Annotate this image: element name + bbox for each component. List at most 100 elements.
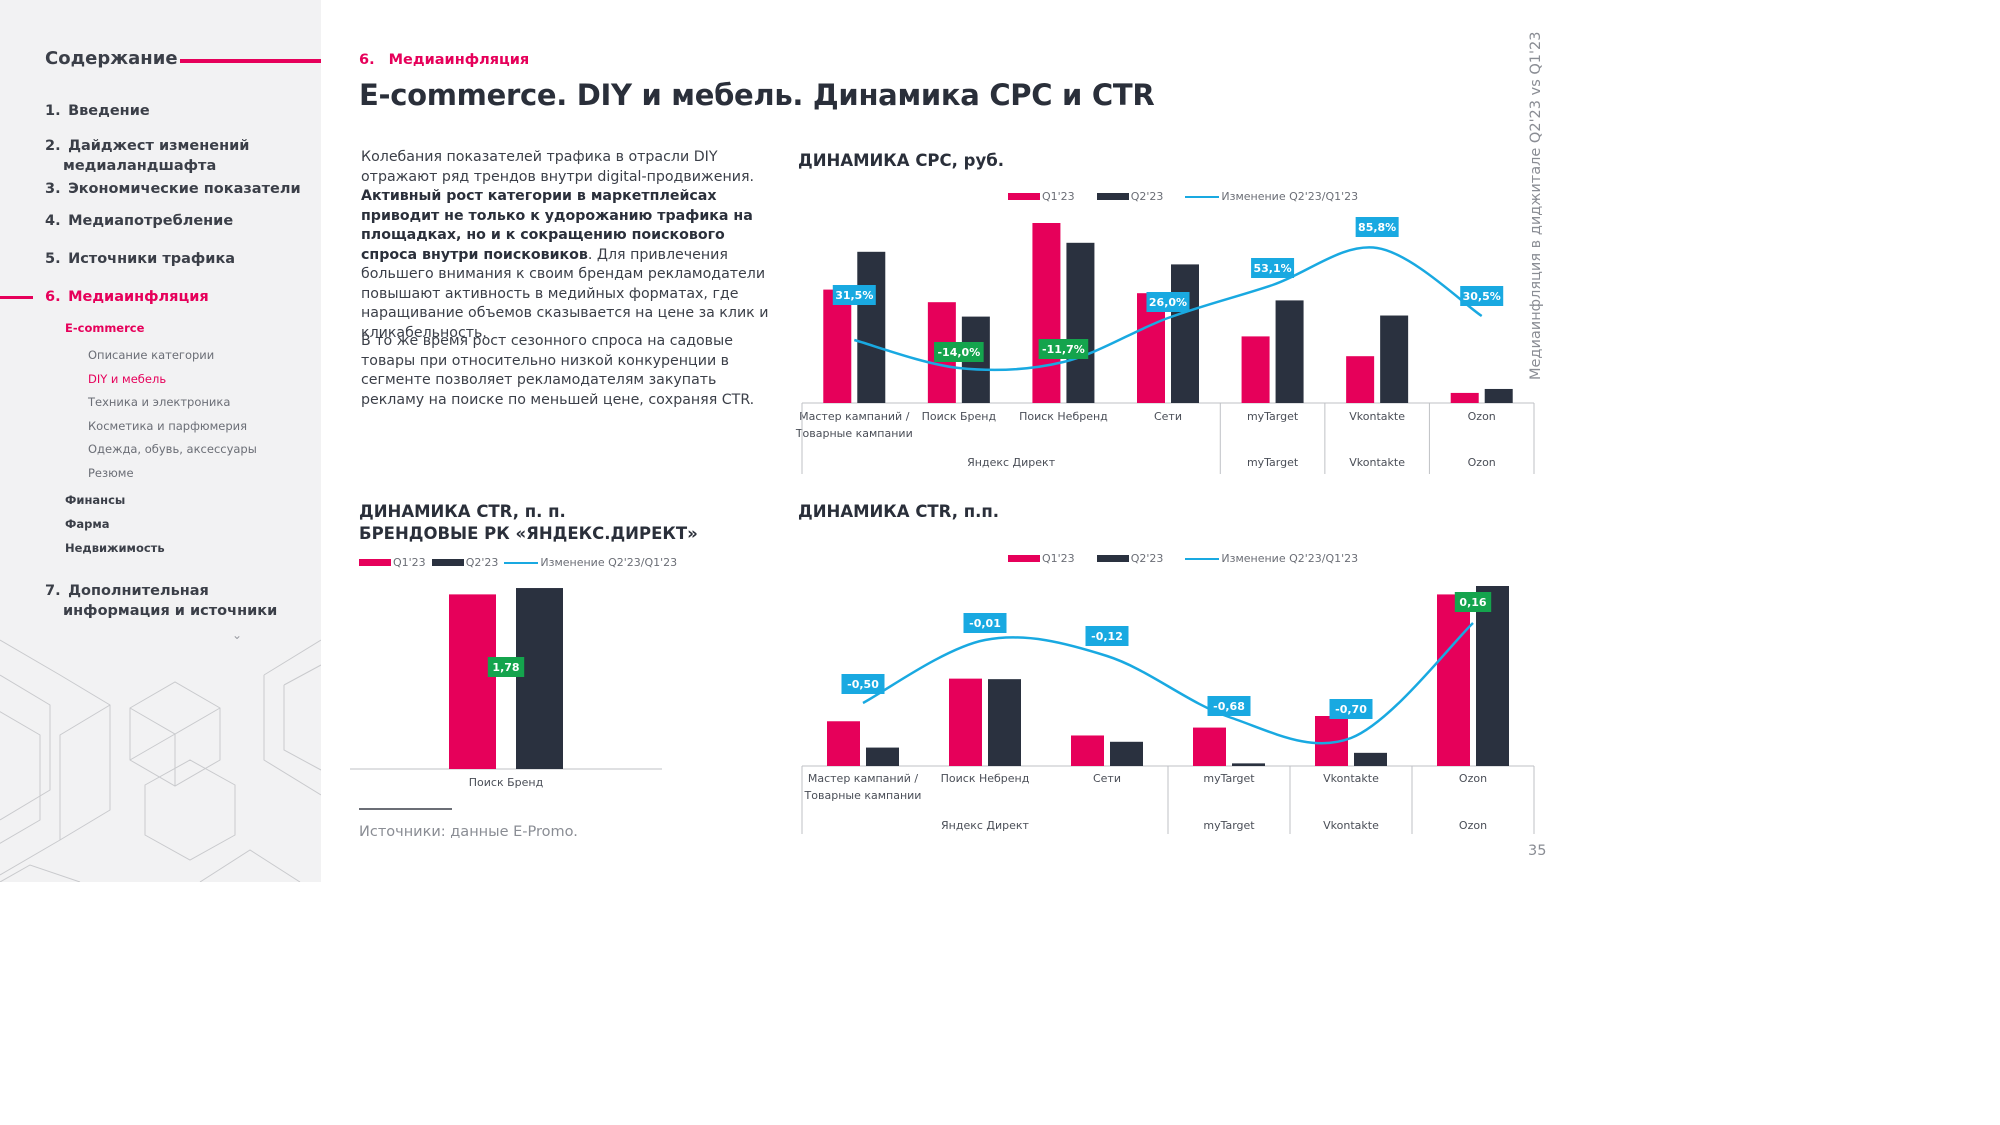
legend-swatch-q1 [359, 559, 391, 566]
ctr-bar-q2 [1110, 741, 1143, 766]
toc-item-additional-info[interactable]: 7. Дополнительная информация и источники [45, 583, 278, 619]
chevron-down-icon[interactable]: ⌄ [232, 628, 243, 642]
toc-sub-realty[interactable]: Недвижимость [65, 541, 165, 555]
cpc-legend: Q1'23 Q2'23 Изменение Q2'23/Q1'23 [1008, 190, 1380, 203]
section-label: 6. Медиаинфляция [359, 52, 530, 68]
ctr-group-label: Vkontakte [1323, 819, 1379, 832]
toc-subsub-summary[interactable]: Резюме [88, 466, 134, 480]
ctr-change-label-bg [1454, 592, 1492, 612]
ctr_brand-bar-q1 [449, 594, 496, 769]
page-title: E-commerce. DIY и мебель. Динамика CPC и… [359, 78, 1155, 112]
cpc-change-label: 30,5% [1463, 290, 1501, 303]
cpc-bar-q1 [1346, 356, 1375, 403]
ctr-change-label-bg [1085, 626, 1129, 646]
cpc-change-label-bg [832, 285, 876, 305]
legend-item-q1: Q1'23 [1008, 190, 1075, 203]
toc-item-economics[interactable]: 3. Экономические показатели [45, 181, 301, 197]
legend-line-change [1185, 195, 1220, 198]
ctr-bar-q1 [1071, 735, 1104, 766]
ctr-category-label: Ozon [1459, 772, 1487, 785]
cpc-change-label-bg [1355, 217, 1399, 237]
legend-item-change: Изменение Q2'23/Q1'23 [1185, 190, 1358, 203]
ctr_brand-category-label: Поиск Бренд [469, 776, 544, 789]
ctr-bar-q2 [1476, 586, 1509, 766]
toc-subsub-cosmetics[interactable]: Косметика и парфюмерия [88, 419, 248, 433]
cpc-bar-q2 [1484, 388, 1513, 403]
toc-item-introduction[interactable]: 1. Введение [45, 103, 150, 119]
ctr-legend: Q1'23 Q2'23 Изменение Q2'23/Q1'23 [1008, 552, 1380, 565]
charts-canvas: Мастер кампаний / Товарные кампании Поиск … [350, 217, 1535, 834]
cpc-bar-q1 [1450, 392, 1479, 403]
ctr-change-label: -0,50 [847, 678, 879, 691]
sidebar: Содержание 1. Введение 2. Дайджест измен… [0, 0, 321, 882]
toc-item-digest[interactable]: 2. Дайджест изменений медиаландшафта [45, 138, 250, 174]
cpc-change-line [853, 246, 1483, 372]
toc-sub-finance[interactable]: Финансы [65, 493, 126, 507]
ctr-bar-q1 [1437, 594, 1470, 766]
ctr-group-label: Ozon [1459, 819, 1487, 832]
ctr-category-label: Товарные кампании [804, 789, 922, 802]
cpc-category-label: myTarget [1247, 410, 1299, 423]
toc-sub-ecommerce[interactable]: E-commerce [65, 321, 145, 335]
toc-sub-pharma[interactable]: Фарма [65, 517, 110, 531]
ctr-category-label: Vkontakte [1323, 772, 1379, 785]
ctr-change-label: 0,16 [1459, 596, 1486, 609]
body-paragraph-2: В то же время рост сезонного спроса на с… [361, 333, 755, 408]
legend-swatch-q1 [1008, 193, 1040, 200]
cpc-bar-q2 [1380, 315, 1409, 403]
ctr-change-label-bg [1207, 696, 1251, 716]
page-number: 35 [1528, 843, 1547, 859]
legend-item-change: Изменение Q2'23/Q1'23 [1185, 552, 1358, 565]
legend-item-q1: Q1'23 [1008, 552, 1075, 565]
cpc-bar-q1 [1241, 336, 1270, 403]
ctr-change-label: -0,01 [969, 617, 1001, 630]
ctr_brand-change-label-bg [487, 657, 525, 677]
cpc-category-label: Ozon [1468, 410, 1496, 423]
ctr-change-label-bg [841, 674, 885, 694]
toc-subsub-clothing[interactable]: Одежда, обувь, аксессуары [88, 442, 257, 456]
ctr-category-label: Сети [1093, 772, 1121, 785]
legend-line-change [504, 561, 539, 564]
sources-note: Источники: данные E-Promo. [359, 824, 578, 840]
cpc-bar-q2 [857, 251, 886, 403]
cube-pattern-decoration [0, 639, 321, 882]
cpc-change-label-bg [1460, 286, 1504, 306]
active-item-indicator [0, 296, 33, 299]
toc-subsub-electronics[interactable]: Техника и электроника [88, 395, 231, 409]
cpc-category-label: Сети [1154, 410, 1182, 423]
ctr-change-label-bg [1329, 699, 1373, 719]
cpc-change-label: 53,1% [1253, 262, 1291, 275]
toc-item-traffic-sources[interactable]: 5. Источники трафика [45, 251, 236, 267]
cpc-bar-q2 [1171, 264, 1199, 403]
cpc-group-label: Vkontakte [1349, 456, 1405, 469]
cpc-change-label: 26,0% [1149, 296, 1187, 309]
toc-subsub-category-description[interactable]: Описание категории [88, 348, 215, 362]
ctr-change-label: -0,68 [1213, 700, 1245, 713]
ctr-chart-title: ДИНАМИКА CTR, п.п. [798, 502, 1000, 521]
legend-swatch-q2 [1096, 555, 1129, 562]
toc-item-media-inflation[interactable]: 6. Медиаинфляция [45, 289, 209, 305]
toc-item-media-consumption[interactable]: 4. Медиапотребление [45, 213, 234, 229]
cpc-change-label-bg [1251, 258, 1295, 278]
ctr_brand-change-label: 1,78 [492, 661, 519, 674]
legend-item-q2: Q2'23 [1096, 552, 1163, 565]
legend-item-q2: Q2'23 [431, 556, 498, 569]
cpc-change-label: -14,0% [937, 346, 980, 359]
ctr-bar-q1 [949, 678, 982, 766]
cpc-change-label: 31,5% [835, 289, 873, 302]
ctr_brand-bar-q2 [516, 588, 563, 769]
ctr-bar-q2 [1354, 752, 1387, 766]
cpc-change-label-bg [934, 342, 984, 362]
toc-subsub-diy-furniture[interactable]: DIY и мебель [88, 372, 167, 386]
ctr-group-label: myTarget [1203, 819, 1255, 832]
sidebar-title-accent [180, 59, 321, 63]
ctr-change-label: -0,70 [1335, 703, 1367, 716]
legend-line-change [1185, 557, 1220, 560]
cpc-bar-q1 [1032, 223, 1061, 403]
cpc-category-label: Поиск Небренд [1019, 410, 1108, 423]
ctr-change-label: -0,12 [1091, 630, 1123, 643]
cpc-group-label: Яндекс Директ [967, 456, 1056, 469]
ctr-change-label-bg [963, 613, 1007, 633]
legend-item-change: Изменение Q2'23/Q1'23 [504, 556, 677, 569]
cpc-category-label: Vkontakte [1349, 410, 1405, 423]
